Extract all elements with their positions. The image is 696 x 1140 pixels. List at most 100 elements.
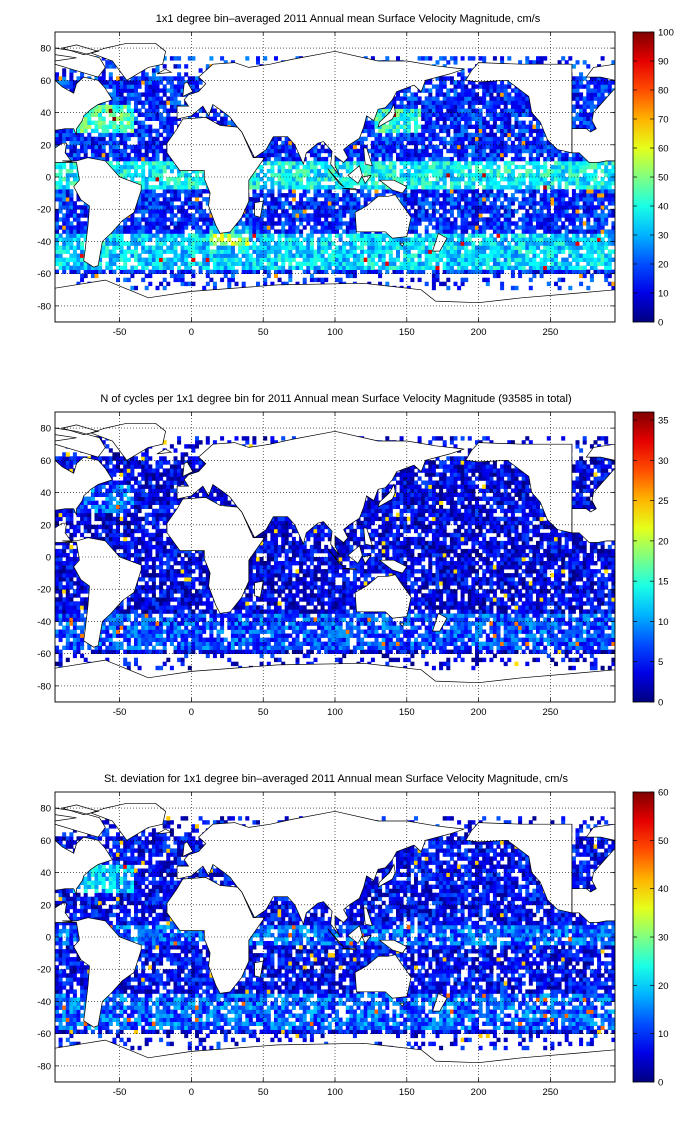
colorbar-tick-label: 80 (658, 86, 669, 97)
colorbar: 35 30 25 20 15 10 5 0 (632, 411, 669, 709)
coastline (361, 934, 372, 945)
coastline (62, 917, 142, 1028)
y-tick-label: -80 (37, 1061, 51, 1072)
y-tick-label: -80 (37, 301, 51, 312)
coastline (60, 44, 100, 55)
x-tick-label: -50 (113, 327, 127, 338)
colorbar-tick-label: 90 (658, 57, 669, 68)
coastline (432, 992, 448, 1012)
coastline (182, 461, 194, 477)
coastline (182, 81, 194, 97)
x-tick-label: 200 (471, 707, 487, 718)
coastline (377, 863, 396, 888)
coastline (465, 442, 573, 534)
y-tick-label: -20 (37, 965, 51, 976)
coastline (55, 54, 77, 62)
x-tick-label: 200 (471, 327, 487, 338)
colorbar-tick-label: 30 (658, 933, 669, 944)
y-tick-label: 40 (40, 868, 51, 879)
coastline (55, 522, 73, 543)
coastline (327, 928, 344, 947)
coastline (176, 810, 465, 936)
coastline (55, 456, 113, 516)
x-tick-label: 100 (327, 327, 343, 338)
colorbar-tick-label: 10 (658, 617, 669, 628)
colorbar-tick-label: 40 (658, 202, 669, 213)
y-tick-label: 0 (46, 553, 51, 564)
colorbar-tick-label: 10 (658, 1029, 669, 1040)
coastline (398, 1002, 405, 1007)
x-tick-label: 200 (471, 1087, 487, 1098)
coastline (354, 194, 412, 239)
coastline (156, 448, 173, 455)
y-tick-label: -60 (37, 269, 51, 280)
panel-svg: 1x1 degree bin–averaged 2011 Annual mean… (37, 13, 674, 338)
coastline (363, 147, 373, 167)
y-tick-label: 60 (40, 456, 51, 467)
coastline (55, 807, 106, 838)
coastline (378, 559, 408, 574)
x-tick-label: 50 (258, 707, 269, 718)
panel-title: N of cycles per 1x1 degree bin for 2011 … (100, 393, 571, 405)
colorbar-tick-label: 50 (658, 836, 669, 847)
coastline (571, 847, 615, 923)
coastline (156, 828, 173, 835)
grid-lines (55, 32, 615, 322)
colorbar-tick-label: 20 (658, 536, 669, 547)
colorbar-tick-label: 30 (658, 456, 669, 467)
coastline (55, 434, 77, 442)
colorbar-tick-label: 0 (658, 318, 663, 329)
coastline (347, 545, 363, 564)
ocean-field (55, 436, 615, 671)
x-tick-label: 150 (399, 707, 415, 718)
coastline (571, 467, 615, 543)
coastline (55, 902, 73, 923)
coastline (166, 877, 266, 994)
colorbar-tick-label: 70 (658, 115, 669, 126)
coastline (89, 802, 166, 841)
coastline (361, 554, 372, 565)
coastline (182, 841, 194, 857)
panel-mean-velocity: 1x1 degree bin–averaged 2011 Annual mean… (0, 0, 696, 380)
coastline (432, 612, 448, 632)
grid-lines (55, 412, 615, 702)
colorbar-tick-label: 60 (658, 144, 669, 155)
coastline (432, 232, 448, 252)
colorbar-tick-label: 100 (658, 28, 674, 39)
coastline (55, 1039, 615, 1082)
panel-cycle-count: N of cycles per 1x1 degree bin for 2011 … (0, 380, 696, 760)
y-tick-label: 20 (40, 140, 51, 151)
coastline (361, 174, 372, 185)
x-tick-label: 0 (189, 327, 194, 338)
y-tick-label: -40 (37, 997, 51, 1008)
coastline (176, 430, 465, 556)
y-tick-label: 0 (46, 933, 51, 944)
y-tick-label: -60 (37, 649, 51, 660)
coastline (378, 179, 408, 194)
coastline (585, 823, 615, 841)
colorbar-tick-label: 5 (658, 657, 663, 668)
coastline (398, 622, 405, 627)
colorbar-tick-label: 50 (658, 173, 669, 184)
coastline (89, 42, 166, 81)
y-tick-label: 20 (40, 520, 51, 531)
coastline (342, 187, 358, 191)
coastline (398, 242, 405, 247)
coastline-layer (55, 42, 615, 322)
colorbar-tick-label: 0 (658, 1078, 663, 1089)
coastline (465, 822, 573, 914)
colorbar: 60 50 40 30 20 10 0 (632, 788, 669, 1089)
coastline (166, 117, 266, 234)
coastline (254, 580, 264, 598)
coastline (89, 422, 166, 461)
coastline-layer (55, 422, 615, 702)
coastline (342, 947, 358, 951)
x-tick-label: 50 (258, 327, 269, 338)
coastline (55, 836, 113, 896)
y-tick-label: 60 (40, 836, 51, 847)
coastline (363, 907, 373, 927)
y-tick-label: -80 (37, 681, 51, 692)
